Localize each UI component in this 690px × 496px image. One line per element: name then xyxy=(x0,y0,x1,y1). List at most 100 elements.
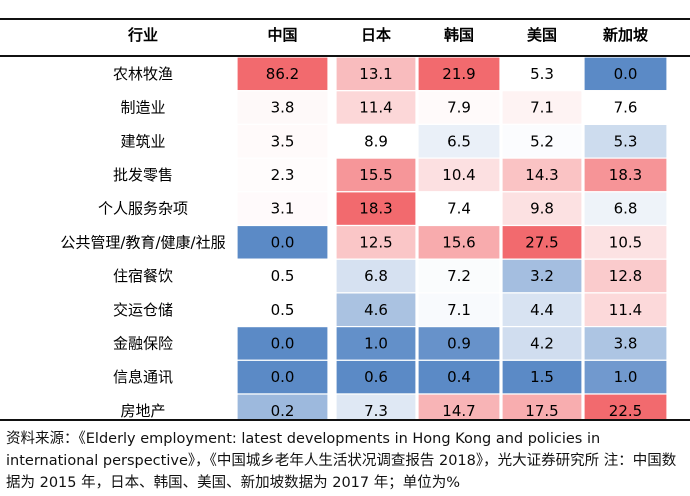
heatmap-cell xyxy=(236,123,329,159)
cell-value: 15.5 xyxy=(359,166,392,184)
heatmap-cell xyxy=(417,393,501,420)
cell-value: 5.3 xyxy=(614,132,638,150)
cell-value: 0.0 xyxy=(271,368,295,386)
row-label: 个人服务杂项 xyxy=(98,200,188,218)
column-header: 韩国 xyxy=(444,26,474,44)
heatmap-cell xyxy=(335,157,417,193)
cell-value: 27.5 xyxy=(525,233,558,251)
header-rule xyxy=(0,55,690,57)
cell-value: 3.2 xyxy=(530,267,554,285)
heatmap-cell xyxy=(583,157,668,193)
heatmap-cell xyxy=(335,191,417,227)
heatmap-cell xyxy=(501,292,583,328)
heatmap-cell xyxy=(417,326,501,361)
cell-value: 5.2 xyxy=(530,132,554,150)
column-header: 中国 xyxy=(267,26,297,44)
cell-value: 12.5 xyxy=(359,233,392,251)
cell-value: 10.4 xyxy=(442,166,475,184)
cell-value: 6.8 xyxy=(364,267,388,285)
source-text: 资料来源：《Elderly employment: latest develop… xyxy=(6,431,677,491)
row-label: 制造业 xyxy=(120,99,165,117)
heatmap-cell xyxy=(501,123,583,159)
cell-value: 1.5 xyxy=(530,368,554,386)
row-label: 房地产 xyxy=(120,402,165,420)
heatmap-cell xyxy=(583,90,668,125)
heatmap-cell xyxy=(417,224,501,260)
row-label: 交运仓储 xyxy=(113,301,173,319)
cell-value: 0.0 xyxy=(271,334,295,352)
cell-value: 8.9 xyxy=(364,132,388,150)
heatmap-cell xyxy=(236,359,329,395)
cell-value: 0.5 xyxy=(271,301,295,319)
cell-value: 3.1 xyxy=(271,200,295,218)
cell-value: 5.3 xyxy=(530,65,554,83)
column-header: 美国 xyxy=(527,26,557,44)
cell-value: 7.4 xyxy=(447,200,471,218)
cell-value: 7.9 xyxy=(447,99,471,117)
heatmap-cell xyxy=(236,258,329,294)
heatmap-cell xyxy=(501,157,583,193)
source-note: 资料来源：《Elderly employment: latest develop… xyxy=(6,428,688,494)
cell-value: 15.6 xyxy=(442,233,475,251)
heatmap-cell xyxy=(417,258,501,294)
heatmap-cell xyxy=(501,224,583,260)
heatmap-cell xyxy=(501,56,583,92)
cell-value: 13.1 xyxy=(359,65,392,83)
bottom-rule xyxy=(0,419,690,421)
cell-value: 14.7 xyxy=(442,402,475,420)
cell-value: 12.8 xyxy=(609,267,642,285)
cell-value: 0.6 xyxy=(364,368,388,386)
column-header: 新加坡 xyxy=(603,26,648,44)
heatmap-cell xyxy=(335,393,417,420)
heatmap-cell xyxy=(236,56,329,92)
heatmap-cell xyxy=(417,359,501,395)
heatmap-cell xyxy=(236,191,329,227)
cell-value: 7.1 xyxy=(447,301,471,319)
cell-value: 14.3 xyxy=(525,166,558,184)
heatmap-cell xyxy=(335,359,417,395)
heatmap-cell xyxy=(335,224,417,260)
row-label: 住宿餐饮 xyxy=(113,267,173,285)
heatmap-cell xyxy=(583,393,668,420)
heatmap-cell xyxy=(335,56,417,92)
heatmap-cell xyxy=(583,292,668,328)
heatmap-cell xyxy=(501,191,583,227)
cell-value: 0.2 xyxy=(271,402,295,420)
heatmap-cell xyxy=(583,326,668,361)
cell-value: 86.2 xyxy=(266,65,299,83)
heatmap-cell xyxy=(501,359,583,395)
row-label: 信息通讯 xyxy=(113,368,173,386)
cell-value: 11.4 xyxy=(359,99,392,117)
cell-value: 18.3 xyxy=(359,200,392,218)
cell-value: 4.4 xyxy=(530,301,554,319)
heatmap-cell xyxy=(335,326,417,361)
column-header: 日本 xyxy=(361,26,391,44)
cell-value: 0.9 xyxy=(447,334,471,352)
row-header-label: 行业 xyxy=(127,26,158,44)
heatmap-cell xyxy=(583,224,668,260)
heatmap-cell xyxy=(501,326,583,361)
cell-value: 2.3 xyxy=(271,166,295,184)
cell-value: 3.5 xyxy=(271,132,295,150)
cell-value: 22.5 xyxy=(609,402,642,420)
cell-value: 6.5 xyxy=(447,132,471,150)
cell-value: 7.2 xyxy=(447,267,471,285)
top-rule xyxy=(0,18,690,20)
heatmap-cell xyxy=(583,359,668,395)
cell-value: 4.6 xyxy=(364,301,388,319)
heatmap-cell xyxy=(501,393,583,420)
cell-value: 11.4 xyxy=(609,301,642,319)
cell-value: 10.5 xyxy=(609,233,642,251)
heatmap-cell xyxy=(236,90,329,125)
heatmap-cell xyxy=(236,393,329,420)
cell-value: 7.3 xyxy=(364,402,388,420)
cell-value: 7.6 xyxy=(614,99,638,117)
cell-value: 9.8 xyxy=(530,200,554,218)
cell-value: 1.0 xyxy=(364,334,388,352)
heatmap-cell xyxy=(417,191,501,227)
heatmap-cell xyxy=(236,292,329,328)
heatmap-cell xyxy=(417,90,501,125)
heatmap-cell xyxy=(335,123,417,159)
heatmap-cell xyxy=(236,224,329,260)
cell-value: 0.0 xyxy=(614,65,638,83)
